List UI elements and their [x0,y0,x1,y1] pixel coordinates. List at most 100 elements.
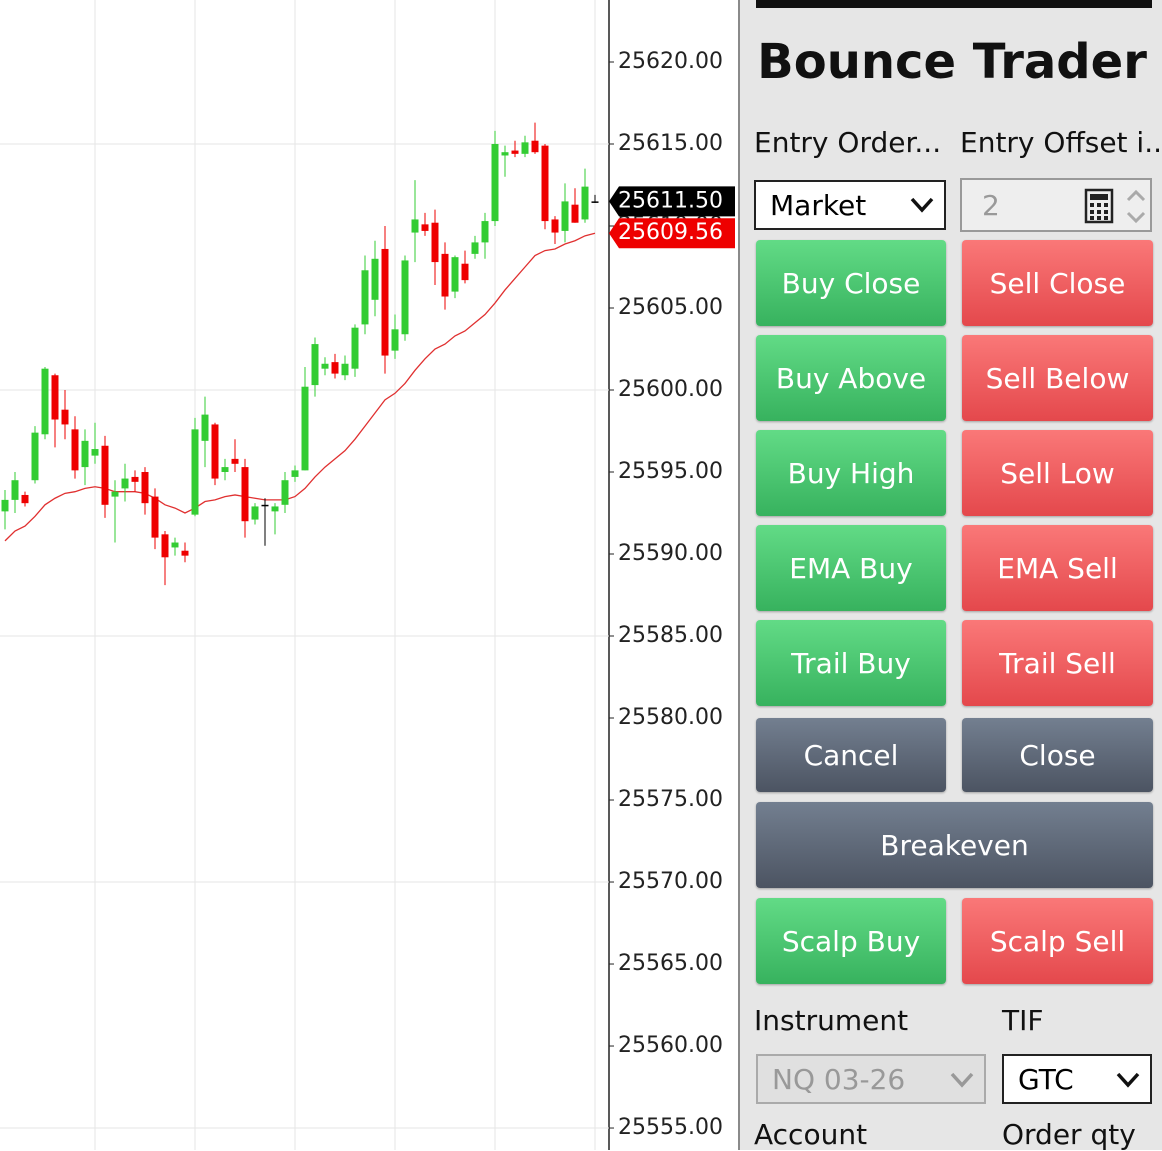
y-tick-label: 25605.00 [618,295,723,320]
y-tick-label: 25580.00 [618,705,723,730]
entry-offset-input[interactable]: 2 [960,178,1152,232]
order-button[interactable]: EMA Sell [962,525,1153,611]
order-button[interactable]: Sell Close [962,240,1153,326]
candle-body [381,248,389,356]
candle-body [231,458,239,464]
candle-body [141,472,149,504]
candle-body [311,344,319,386]
y-tick-label: 25570.00 [618,869,723,894]
y-tick-label: 25565.00 [618,951,723,976]
candle-body [451,257,459,292]
entry-order-dropdown[interactable]: Market [754,180,946,230]
entry-offset-label: Entry Offset i... [960,126,1162,159]
y-tick-label: 25600.00 [618,377,723,402]
price-marker-label: 25609.56 [618,220,723,245]
time-grid [94,0,596,1150]
entry-offset-value: 2 [982,188,1000,222]
order-button[interactable]: Buy High [756,430,946,516]
order-button[interactable]: Buy Close [756,240,946,326]
candle-body [551,219,559,233]
candle-body [351,327,359,369]
candle-body [511,150,519,154]
order-button[interactable]: Sell Low [962,430,1153,516]
candle-body [101,445,109,505]
y-tick-label: 25585.00 [618,623,723,648]
candle-body [441,253,449,297]
y-tick-label: 25595.00 [618,459,723,484]
instrument-dropdown[interactable]: NQ 03-26 [756,1054,986,1104]
order-button[interactable]: Sell Below [962,335,1153,421]
tif-label: TIF [1002,1004,1044,1037]
candle-body [251,506,259,520]
y-tick-label: 25555.00 [618,1115,723,1140]
panel-title: Bounce Trader [757,34,1147,90]
y-tick-label: 25615.00 [618,131,723,156]
candle-body [181,550,189,556]
order-button[interactable]: Scalp Sell [962,898,1153,984]
price-marker [609,218,735,249]
candle-body [571,204,579,223]
tif-dropdown[interactable]: GTC [1002,1054,1152,1104]
account-label: Account [754,1118,868,1151]
candle-body [321,363,329,369]
price-marker-label: 25611.50 [618,188,723,213]
candle-body [421,224,429,231]
candle-body [281,480,289,505]
y-tick-label: 25560.00 [618,1033,723,1058]
candle-body [301,386,309,471]
candle-body [471,242,479,254]
candle-body [561,201,569,231]
dropdown-arrow [1116,1072,1140,1088]
candle-body [71,429,79,471]
order-button[interactable]: Cancel [756,718,946,792]
candle-body [501,152,509,156]
candle-body [541,145,549,222]
candle-body [161,534,169,558]
candle-body [61,409,69,425]
candle-body [131,476,139,482]
candle-body [401,260,409,335]
tif-value: GTC [1018,1062,1074,1096]
candle-body [31,432,39,481]
y-tick-label: 25575.00 [618,787,723,812]
candle-body [581,186,589,220]
candle-body [431,222,439,263]
candle-body [221,467,229,473]
order-button[interactable]: Trail Buy [756,620,946,706]
candle-body [521,142,529,154]
candle-body [151,496,159,538]
entry-order-value: Market [770,188,867,222]
order-button[interactable]: Buy Above [756,335,946,421]
candle-body [211,424,219,479]
order-qty-label: Order qty [1002,1118,1136,1151]
candle-body [91,449,99,456]
bounce-trader-panel: Bounce Trader Entry Order... Entry Offse… [738,0,1162,1151]
order-button[interactable]: EMA Buy [756,525,946,611]
order-button[interactable]: Trail Sell [962,620,1153,706]
candle-body [531,140,539,153]
candle-body [391,329,399,351]
y-tick-label: 25620.00 [618,49,723,74]
order-button[interactable]: Breakeven [756,802,1153,888]
candle-body [11,480,19,500]
candle-body [201,414,209,441]
chart: 25620.0025615.0025610.0025605.0025600.00… [0,0,735,1150]
candle-body [111,491,119,497]
candle-body [491,143,499,222]
y-tick-label: 25590.00 [618,541,723,566]
price-marker [609,186,735,217]
candle-body [81,440,89,468]
order-button[interactable]: Close [962,718,1153,792]
order-button[interactable]: Scalp Buy [756,898,946,984]
dropdown-arrow [910,197,934,213]
candle-body [331,362,339,374]
candle-body [341,363,349,376]
candle-body [461,263,469,281]
candle-body [481,221,489,243]
header-bar [756,0,1152,8]
candle-body [21,494,29,504]
candle-body [191,429,199,515]
candle-body [411,219,419,233]
candle-body [261,504,269,507]
